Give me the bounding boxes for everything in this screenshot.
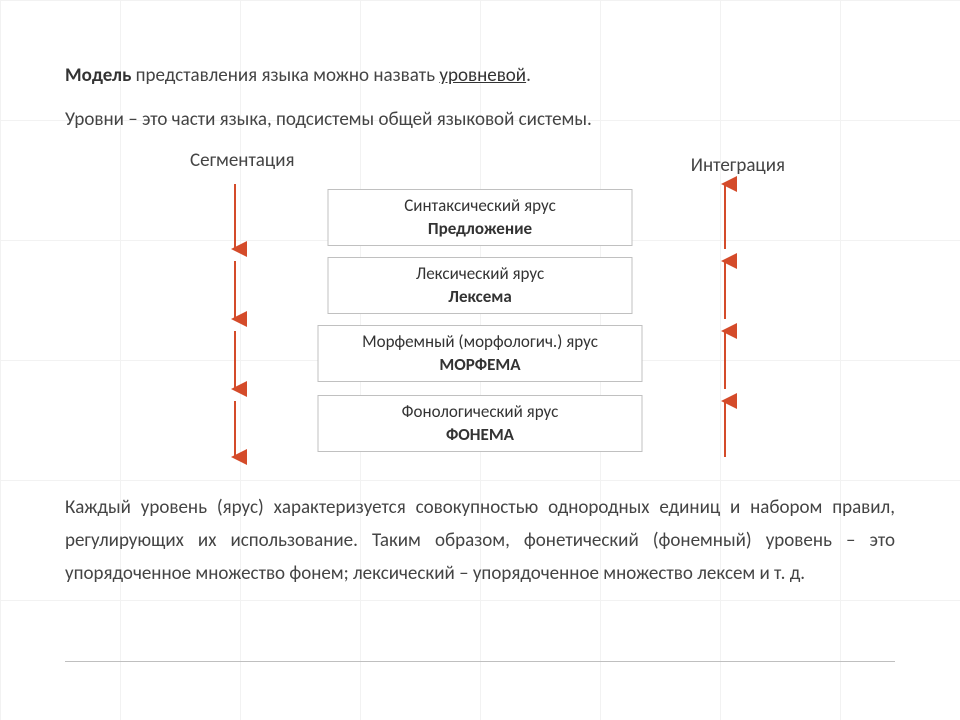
slide-container: Модель представления языка можно назвать… xyxy=(0,0,960,720)
tier-line1: Морфемный (морфологич.) ярус xyxy=(329,331,632,354)
tier-line2: Предложение xyxy=(339,218,622,241)
intro-line-2: Уровни – это части языка, подсистемы общ… xyxy=(65,104,895,136)
intro-period: . xyxy=(526,64,531,87)
bottom-paragraph: Каждый уровень (ярус) характеризуется со… xyxy=(65,491,895,591)
tier-box-1: Лексический ярусЛексема xyxy=(328,257,633,315)
intro-underline: уровневой xyxy=(439,64,526,87)
tier-line2: Лексема xyxy=(339,286,622,309)
tier-line1: Лексический ярус xyxy=(339,263,622,286)
tier-line2: ФОНЕМА xyxy=(329,424,632,447)
intro-bold: Модель xyxy=(65,64,131,87)
bottom-divider xyxy=(65,661,895,662)
tier-box-3: Фонологический ярусФОНЕМА xyxy=(318,395,643,453)
tier-line2: МОРФЕМА xyxy=(329,354,632,377)
diagram-area: Сегментация Интеграция Синтаксический яр… xyxy=(65,149,895,469)
tier-box-2: Морфемный (морфологич.) ярусМОРФЕМА xyxy=(318,325,643,383)
tier-line1: Фонологический ярус xyxy=(329,401,632,424)
tier-box-0: Синтаксический ярусПредложение xyxy=(328,189,633,247)
tier-line1: Синтаксический ярус xyxy=(339,195,622,218)
intro-line-1: Модель представления языка можно назвать… xyxy=(65,60,895,92)
intro-mid: представления языка можно назвать xyxy=(131,64,439,87)
